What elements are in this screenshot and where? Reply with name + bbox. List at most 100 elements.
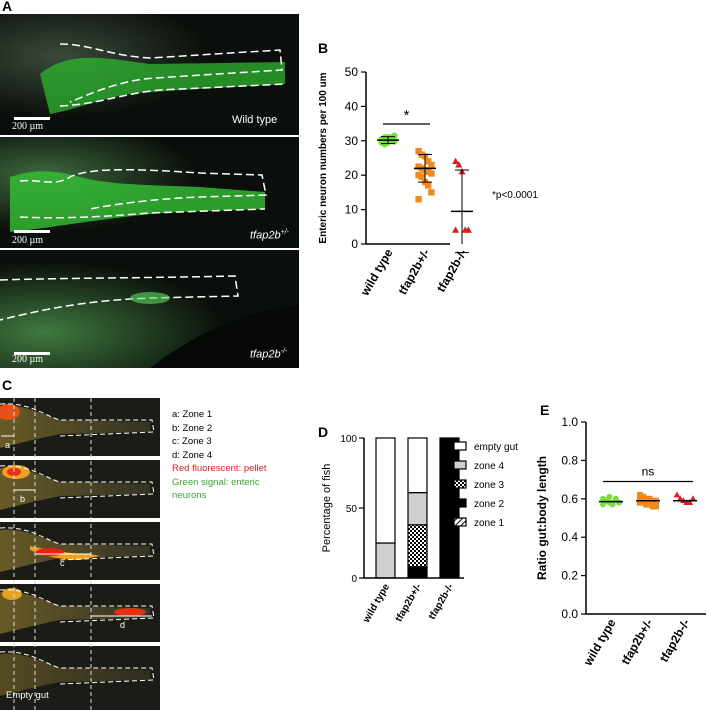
data-point <box>428 161 435 169</box>
y-tick-label: 0.8 <box>561 453 578 467</box>
chart-d: wild type tfap2b+/- tfap2b-/- 0 50 100 Percent… <box>321 434 518 626</box>
micrograph-heterozygous: 200 µm tfap2b+/- <box>0 137 299 248</box>
data-point <box>452 226 460 233</box>
genotype-label: tfap2b+/- <box>250 229 289 242</box>
x-tick-label: tfap2b-/- <box>434 246 470 294</box>
legend-label: zone 4 <box>474 461 504 472</box>
stacked-bar-segment <box>407 491 428 526</box>
data-point <box>609 499 616 506</box>
y-tick-label: 100 <box>340 434 357 445</box>
legend-neurons-cont: neurons <box>172 490 207 501</box>
y-tick-label: 0.6 <box>561 492 578 506</box>
panel-label-d: D <box>318 424 329 440</box>
legend-label: zone 1 <box>474 518 504 529</box>
data-point <box>428 189 435 196</box>
data-point <box>415 163 422 170</box>
legend-zone-2: b: Zone 2 <box>172 422 213 434</box>
stacked-bar-segment <box>439 437 460 579</box>
legend-neurons: Green signal: enteric <box>172 476 260 488</box>
legend-label: zone 3 <box>474 480 504 491</box>
x-tick-label: wild type <box>580 616 618 669</box>
legend-swatch <box>453 441 467 451</box>
data-point <box>606 493 613 500</box>
y-axis-label: Percentage of fish <box>321 464 333 553</box>
x-tick-label: tfap2b-/- <box>657 616 693 664</box>
panel-c-micrographs: a b c d Empty gut <box>0 398 160 710</box>
data-point <box>646 501 653 508</box>
scale-bar-label: 200 µm <box>12 121 44 132</box>
x-tick-label: tfap2b-/- <box>427 582 456 622</box>
x-tick-label: wild type <box>357 246 395 299</box>
legend-swatch <box>453 517 467 527</box>
chart-b: 0 10 20 30 40 50 Enteric neuron numbers per 10… <box>318 65 538 299</box>
y-tick-label: 20 <box>345 168 359 182</box>
data-point <box>428 170 435 177</box>
legend-zone-4: d: Zone 4 <box>172 449 213 461</box>
x-tick-label: tfap2b+/- <box>394 582 425 624</box>
micrograph-homozygous: 200 µm tfap2b-/- <box>0 250 299 368</box>
micrograph-wild-type: 200 µm Wild type <box>0 14 299 135</box>
significance-label: ns <box>642 465 655 479</box>
p-value-note: *p<0.0001 <box>492 190 538 201</box>
x-tick-label: wild type <box>361 582 393 626</box>
data-point <box>637 499 643 506</box>
panel-c-legend: a: Zone 1 b: Zone 2 c: Zone 3 d: Zone 4 … <box>172 408 267 503</box>
data-point <box>676 495 684 502</box>
y-axis-label: Enteric neuron numbers per 100 um <box>318 72 329 243</box>
data-point <box>673 491 681 498</box>
data-point <box>649 503 656 510</box>
y-tick-label: 1.0 <box>561 415 578 429</box>
x-tick-label: tfap2b+/- <box>395 247 432 298</box>
data-point <box>415 172 422 179</box>
data-point <box>452 157 460 164</box>
panel-label-c: C <box>2 377 13 393</box>
legend-label: zone 2 <box>474 499 504 510</box>
genotype-label: Wild type <box>232 114 278 126</box>
data-point <box>637 491 643 498</box>
stacked-bar-segment <box>375 542 396 579</box>
y-tick-label: 0.0 <box>561 607 578 621</box>
y-tick-label: 0 <box>351 237 358 251</box>
empty-gut-label: Empty gut <box>6 690 49 701</box>
data-point <box>464 226 472 233</box>
scale-bar-label: 200 µm <box>12 235 44 246</box>
chart-e: 0.0 0.2 0.4 0.6 0.8 1.0 Ratio gut:body length w… <box>535 415 706 669</box>
zone-label-a: a <box>5 440 11 450</box>
panel-label-b: B <box>318 40 329 56</box>
legend-swatch <box>453 479 467 489</box>
significance-star: * <box>404 107 410 124</box>
y-tick-label: 0.4 <box>561 530 578 544</box>
zone-label-b: b <box>20 494 26 504</box>
legend-swatch <box>453 498 467 508</box>
data-point <box>637 495 643 502</box>
data-point <box>640 499 647 506</box>
data-point <box>415 196 422 203</box>
data-point <box>653 503 659 510</box>
y-tick-label: 30 <box>345 134 359 148</box>
data-point <box>425 182 432 189</box>
data-point <box>616 499 622 506</box>
data-point <box>643 495 650 502</box>
scale-bar-label: 200 µm <box>12 354 44 365</box>
zone-label-c: c <box>60 558 65 568</box>
legend-zone-1: a: Zone 1 <box>172 409 213 420</box>
legend-label: empty gut <box>474 442 518 453</box>
zone-label-d: d <box>120 620 126 630</box>
y-tick-label: 40 <box>345 99 359 113</box>
panel-label-a: A <box>2 0 13 14</box>
y-tick-label: 0 <box>351 574 357 585</box>
stacked-bar-segment <box>375 437 396 544</box>
data-point <box>418 173 425 181</box>
y-axis-label: Ratio gut:body length <box>535 456 549 580</box>
genotype-label: tfap2b-/- <box>250 348 288 361</box>
x-tick-label: tfap2b+/- <box>618 617 655 668</box>
data-point <box>425 158 432 165</box>
legend-swatch <box>453 460 467 470</box>
y-tick-label: 0.2 <box>561 569 578 583</box>
data-point <box>455 161 463 168</box>
legend-pellet: Red fluorescent: pellet <box>172 463 267 474</box>
data-point <box>689 495 697 502</box>
data-point <box>643 499 650 506</box>
legend-zone-3: c: Zone 3 <box>172 436 212 447</box>
data-point <box>415 147 422 155</box>
